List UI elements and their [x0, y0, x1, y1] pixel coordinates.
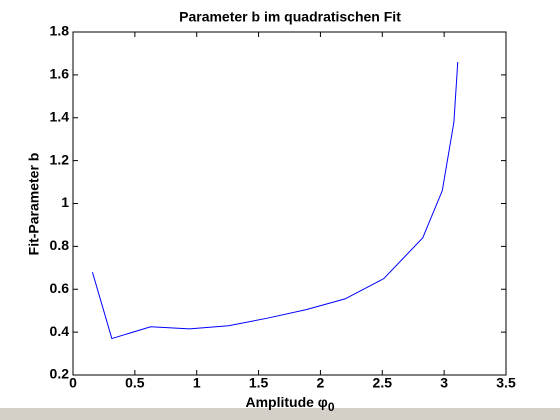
x-tick-label: 3 [440, 375, 448, 391]
plot-area [72, 31, 507, 376]
y-tick-label: 0.6 [50, 280, 70, 296]
x-tick-label: 1.5 [249, 375, 269, 391]
y-tick-label: 1.2 [50, 151, 70, 167]
x-tick-label: 0 [69, 375, 77, 391]
figure-strip [0, 408, 560, 420]
y-tick-label: 1 [61, 194, 69, 210]
x-tick-label: 1 [193, 375, 201, 391]
x-axis-label: Amplitude φ0 [245, 394, 334, 414]
data-line [91, 61, 459, 340]
x-axis-label-main: Amplitude φ [245, 394, 327, 410]
x-tick-label: 0.5 [125, 375, 145, 391]
x-tick-label: 3.5 [496, 375, 516, 391]
x-axis-label-subscript: 0 [328, 400, 335, 414]
y-axis-label: Fit-Parameter b [26, 153, 42, 256]
chart-title: Parameter b im quadratischen Fit [179, 9, 401, 25]
y-tick-label: 1.4 [50, 108, 70, 124]
y-tick-label: 1.6 [50, 66, 70, 82]
x-tick-label: 2 [317, 375, 325, 391]
y-tick-label: 0.4 [50, 323, 70, 339]
y-tick-label: 1.8 [50, 23, 70, 39]
x-tick-label: 2.5 [373, 375, 393, 391]
y-tick-label: 0.8 [50, 237, 70, 253]
y-tick-label: 0.2 [50, 366, 70, 382]
